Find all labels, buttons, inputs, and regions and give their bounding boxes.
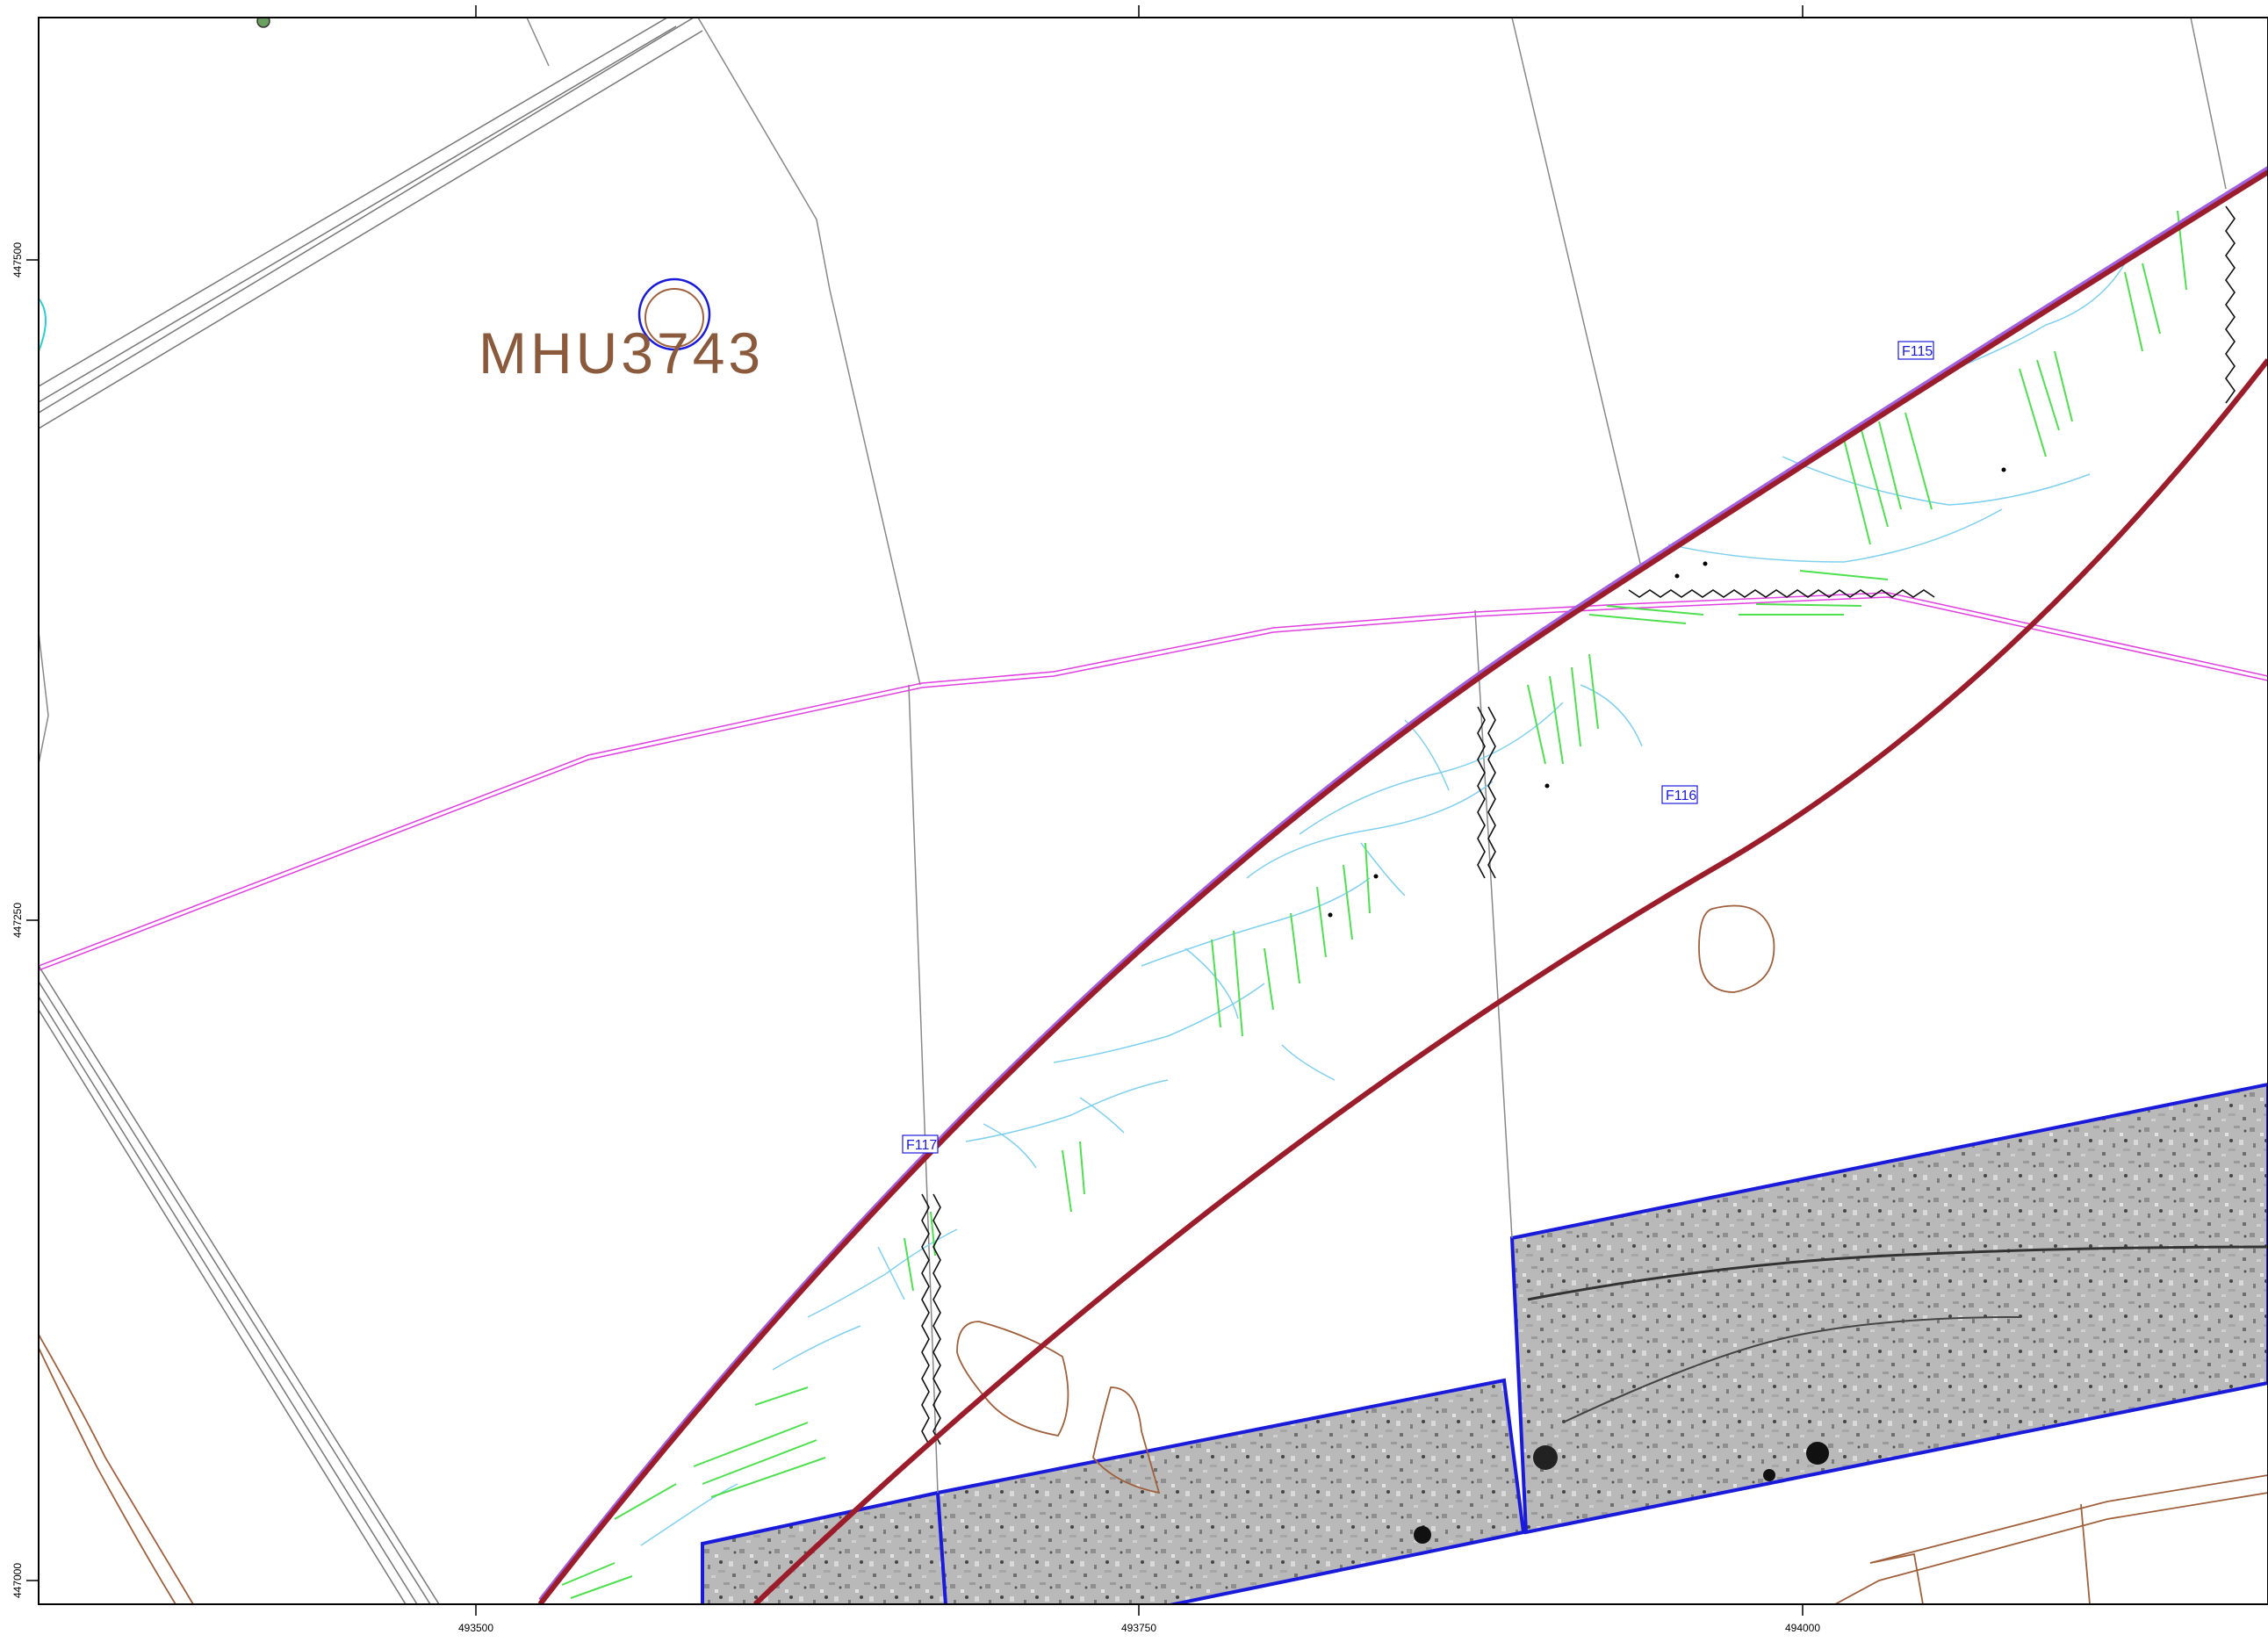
geophys-dark-spot [1806,1442,1829,1465]
section-breaks [921,205,2236,1445]
x-tick-label: 493500 [458,1622,493,1634]
cyan-edge-fragment [39,298,47,352]
field-boundary [697,18,921,686]
contour-line [1834,1492,2268,1604]
map-border [38,17,2268,1605]
contour-line [39,1334,194,1604]
feature-label-f115: F115 [1897,341,1934,360]
grid-ticks [26,5,1804,1616]
contour-line [39,1347,176,1604]
road-southwest [39,965,440,1604]
site-circle-inner [644,288,704,348]
contours [39,904,2268,1604]
section-break [1628,589,1935,598]
corridor-north-boundary [537,169,2268,1604]
site-marker [637,277,711,351]
point-feature [1328,912,1333,918]
y-tick-label: 447500 [11,242,24,277]
field-boundary [1474,609,1513,1239]
contour-line [1869,1552,1924,1604]
field-boundary [2190,18,2227,190]
top-edge-node [256,18,270,28]
contour-line [2080,1503,2091,1604]
site-label: MHU3743 [479,320,764,385]
geophys-dark-trace [1527,1245,2268,1301]
parish-boundary [39,592,2268,971]
point-feature [1703,561,1708,566]
section-break [1487,706,1496,879]
road-north [39,18,703,429]
contour-line [1869,1474,2268,1564]
feature-label-f116: F116 [1661,785,1698,804]
corridor [537,166,2268,1604]
survey-block-west [701,1490,947,1604]
corridor-south-boundary [752,358,2268,1604]
point-feature [1674,573,1680,579]
x-tick-label: 494000 [1785,1622,1820,1634]
geophys-dark-spot [1533,1445,1558,1470]
contour-ring [1092,1386,1161,1494]
section-break [1477,706,1486,879]
feature-label-text: F116 [1666,789,1696,803]
field-boundary [1511,18,1643,572]
geophys-dark-spot [1414,1526,1431,1544]
geophys-dark-spot [1763,1469,1775,1481]
contour-ring [956,1321,1069,1437]
geophys-dark-trace-2 [1562,1316,2020,1423]
point-feature [2001,467,2006,472]
corridor-edge-accent [538,166,2268,1602]
survey-block-middle [936,1378,1526,1604]
field-boundary [526,18,550,67]
survey-block-east [1509,1082,2268,1535]
x-tick-label: 493750 [1121,1622,1156,1634]
linear-anomalies [561,210,2187,1599]
drainage-features [640,263,2126,1546]
site-circle-outer [637,277,711,351]
field-boundaries [39,18,2227,1494]
feature-label-text: F117 [906,1138,937,1153]
point-features [1328,467,2006,918]
point-feature [1373,874,1379,879]
y-tick-label: 447250 [11,903,24,938]
feature-label-text: F115 [1902,344,1933,359]
field-boundary [908,684,939,1494]
point-feature [1544,783,1550,789]
y-tick-label: 447000 [11,1563,24,1598]
top-edge-fragments [39,18,270,352]
section-break [921,1193,930,1445]
field-boundary [39,631,49,765]
geophysics-survey [701,1082,2268,1604]
section-break [932,1193,941,1445]
feature-label-f117: F117 [902,1134,939,1154]
contour-ring [1698,904,1775,993]
section-break [2225,205,2236,404]
